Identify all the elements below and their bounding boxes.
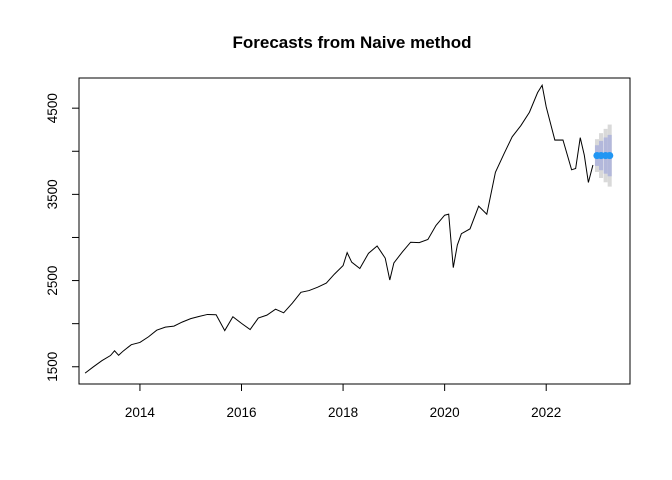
forecast-points <box>593 151 614 160</box>
x-axis: 2014 2016 2018 2020 2022 <box>125 383 561 420</box>
y-tick-label: 3500 <box>45 179 60 209</box>
x-tick-label: 2022 <box>531 405 561 420</box>
plot-frame <box>78 77 631 385</box>
forecast-point <box>606 151 614 160</box>
y-tick-label: 4500 <box>45 93 60 123</box>
x-tick-label: 2018 <box>328 405 358 420</box>
x-tick-label: 2014 <box>125 405 156 420</box>
y-tick-label: 1500 <box>45 352 60 382</box>
series-line <box>84 83 594 374</box>
x-tick-label: 2016 <box>226 405 256 420</box>
chart-title: Forecasts from Naive method <box>232 33 471 52</box>
y-tick-label: 2500 <box>45 266 60 296</box>
x-tick-label: 2020 <box>430 405 460 420</box>
y-axis: 1500 2500 3500 4500 <box>45 93 80 382</box>
